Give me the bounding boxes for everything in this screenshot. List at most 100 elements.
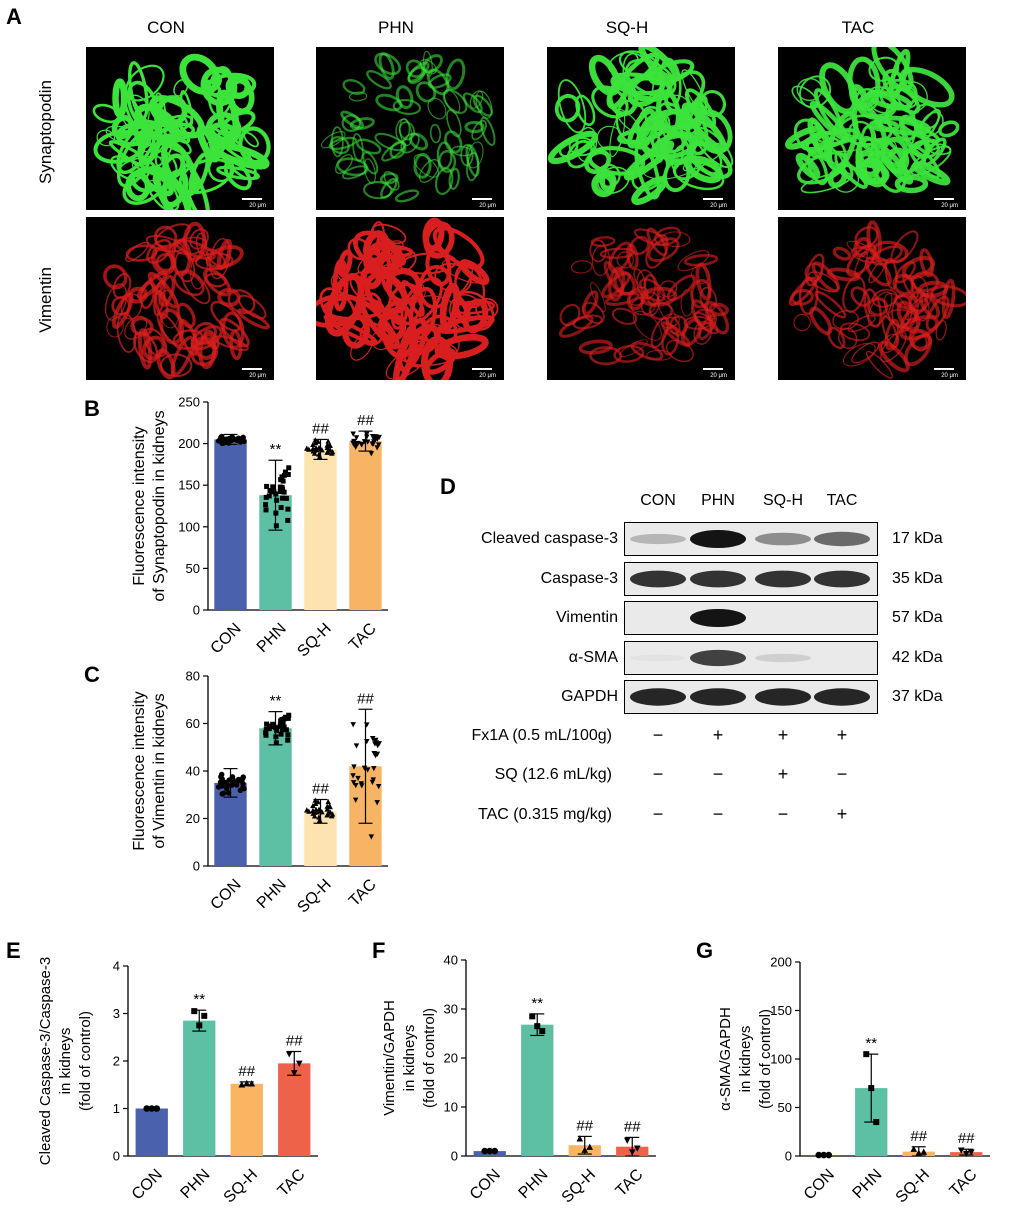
data-point (285, 715, 291, 721)
y-tick-label: 100 (178, 519, 200, 534)
data-point (279, 727, 285, 733)
blot-strip (624, 562, 878, 596)
y-tick-label: 50 (186, 561, 200, 576)
treatment-label: TAC (0.315 mg/kg) (478, 806, 612, 823)
data-point (364, 434, 370, 440)
x-category-label: SQ-H (559, 1166, 599, 1206)
data-point (316, 817, 323, 823)
data-point (295, 1060, 303, 1067)
data-point (311, 450, 318, 456)
blot-strip (624, 680, 878, 714)
data-point (623, 1137, 631, 1144)
treatment-label: Fx1A (0.5 mL/100g) (471, 727, 612, 744)
panel-label-e: E (6, 938, 21, 963)
blot-band (814, 531, 870, 547)
x-category-label: TAC (947, 1166, 981, 1200)
data-point (312, 800, 319, 806)
data-point (224, 786, 230, 792)
blot-band (755, 532, 811, 546)
y-tick-label: 0 (193, 603, 200, 618)
y-tick-label: 4 (113, 959, 120, 974)
data-point (311, 813, 318, 819)
data-point (491, 1147, 499, 1155)
data-point (278, 731, 284, 737)
scale-bar-label: 20 μm (249, 203, 266, 209)
significance-annotation: ## (624, 1118, 641, 1135)
data-point (633, 1145, 641, 1152)
x-category-label: TAC (613, 1166, 647, 1200)
blot-band (690, 570, 746, 588)
data-point (201, 1012, 208, 1019)
blot-strip (624, 522, 878, 556)
blot-kda: 57 kDa (892, 609, 943, 626)
data-point (486, 1147, 494, 1155)
data-point (278, 477, 284, 483)
x-category-label: CON (208, 620, 245, 657)
y-axis-label: (fold of control) (757, 1009, 774, 1109)
y-tick-label: 150 (178, 478, 200, 493)
panel-label-g: G (696, 938, 714, 963)
treatment-sign: + (777, 764, 789, 784)
data-point (350, 780, 357, 786)
blot-lane-tac: TAC (826, 492, 858, 509)
data-point (316, 814, 322, 820)
data-point (218, 433, 225, 440)
blot-band (755, 653, 811, 663)
blot-band (630, 533, 686, 545)
data-point (352, 797, 359, 803)
y-tick-label: 2 (113, 1054, 120, 1069)
treatment-sign: − (652, 764, 664, 784)
blot-kda: 35 kDa (892, 570, 943, 587)
x-category-label: PHN (516, 1166, 552, 1202)
data-point (274, 497, 280, 503)
data-point (219, 776, 225, 782)
data-point (329, 448, 336, 455)
data-point (317, 807, 323, 813)
data-point (286, 465, 292, 471)
y-tick-label: 100 (770, 1052, 792, 1067)
data-point (371, 738, 378, 744)
data-point (285, 1051, 293, 1058)
significance-annotation: ## (312, 420, 329, 437)
data-point (863, 1051, 870, 1058)
x-category-label: PHN (254, 620, 290, 656)
y-tick-label: 10 (444, 1100, 458, 1115)
data-point (273, 725, 279, 731)
significance-annotation: ## (576, 1117, 593, 1134)
treatment-sign: − (836, 764, 848, 784)
data-point (359, 442, 365, 448)
scale-bar-label: 20 μm (941, 203, 958, 209)
chart-e: 0 1 2 3 4 Cleaved Caspase-3/Caspase-3 in kidne… (37, 957, 318, 1206)
y-axis-label: (fold of control) (421, 1008, 438, 1108)
data-point (361, 765, 368, 771)
data-point (274, 728, 280, 734)
micrograph-synaptopodin-con: 20 μm (86, 47, 274, 210)
x-category-label: CON (208, 876, 245, 913)
data-point (915, 1149, 923, 1156)
data-point (324, 442, 330, 448)
scale-bar (242, 198, 262, 200)
data-point (215, 784, 222, 790)
y-tick-label: 80 (186, 669, 200, 684)
y-tick-label: 200 (770, 955, 792, 970)
treatment-label: SQ (12.6 mL/kg) (494, 766, 612, 783)
data-point (285, 517, 291, 523)
data-point (229, 774, 236, 780)
data-point (371, 434, 378, 440)
scale-bar (934, 368, 954, 370)
data-point (290, 1070, 298, 1077)
data-point (355, 775, 361, 782)
panel-label-a: A (6, 4, 22, 29)
significance-annotation: ## (312, 781, 329, 798)
blot-band (814, 688, 870, 706)
data-point (277, 489, 283, 495)
micrograph-synaptopodin-sq-h: 20 μm (547, 47, 735, 210)
data-point (372, 741, 378, 747)
data-point (315, 799, 321, 805)
data-point (534, 1023, 541, 1030)
scale-bar-label: 20 μm (710, 373, 727, 379)
data-point (376, 741, 382, 747)
scale-bar (472, 198, 492, 200)
bar-con (214, 439, 247, 610)
y-tick-label: 0 (113, 1149, 120, 1164)
